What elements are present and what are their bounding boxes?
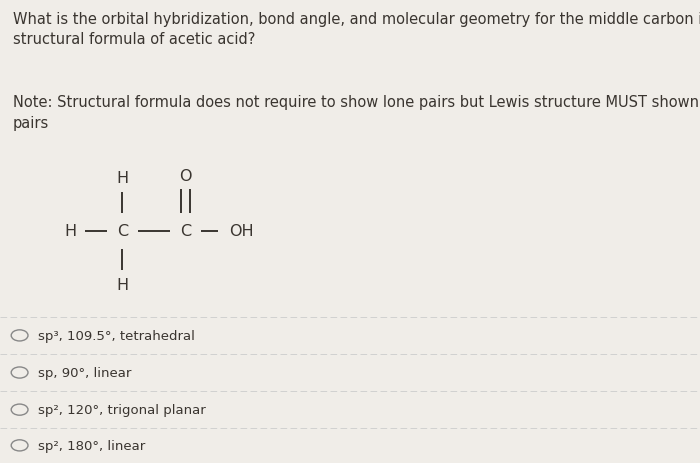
Text: What is the orbital hybridization, bond angle, and molecular geometry for the mi: What is the orbital hybridization, bond … — [13, 12, 700, 47]
Text: Note: Structural formula does not require to show lone pairs but Lewis structure: Note: Structural formula does not requir… — [13, 95, 700, 130]
Text: sp², 120°, trigonal planar: sp², 120°, trigonal planar — [38, 403, 206, 416]
Text: O: O — [179, 169, 192, 183]
Text: H: H — [116, 171, 129, 186]
Text: sp, 90°, linear: sp, 90°, linear — [38, 366, 132, 379]
Text: H: H — [116, 277, 129, 292]
Text: OH: OH — [229, 224, 254, 239]
Text: H: H — [64, 224, 76, 239]
Text: sp³, 109.5°, tetrahedral: sp³, 109.5°, tetrahedral — [38, 329, 195, 342]
Text: sp², 180°, linear: sp², 180°, linear — [38, 439, 146, 452]
Text: C: C — [180, 224, 191, 239]
Text: C: C — [117, 224, 128, 239]
